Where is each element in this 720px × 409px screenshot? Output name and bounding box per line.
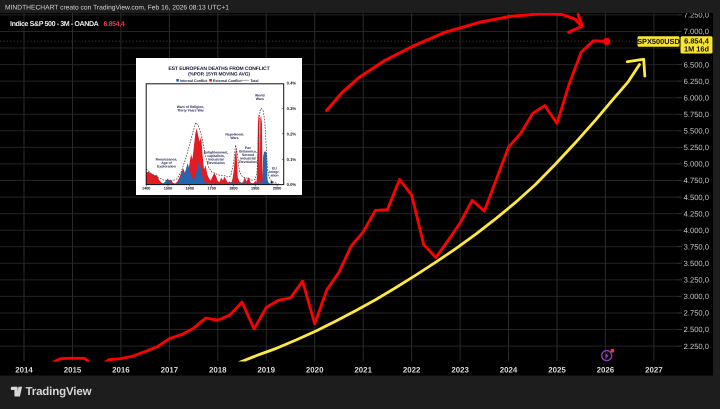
svg-text:Britannica,: Britannica, bbox=[239, 150, 257, 154]
svg-text:Total: Total bbox=[250, 79, 258, 83]
svg-text:5.750,0: 5.750,0 bbox=[684, 110, 709, 119]
svg-text:3.250,0: 3.250,0 bbox=[684, 276, 709, 285]
svg-text:2.750,0: 2.750,0 bbox=[684, 309, 709, 318]
svg-text:External Conflict: External Conflict bbox=[213, 79, 242, 83]
svg-text:Second: Second bbox=[242, 153, 254, 157]
svg-text:Integr-: Integr- bbox=[269, 170, 280, 174]
svg-text:6.250,0: 6.250,0 bbox=[684, 77, 709, 86]
svg-text:1600: 1600 bbox=[186, 186, 194, 190]
svg-text:Napoleonic: Napoleonic bbox=[225, 133, 243, 137]
svg-text:Revolution: Revolution bbox=[239, 160, 257, 164]
svg-text:capitalism,: capitalism, bbox=[207, 154, 225, 158]
svg-text:Renaissance,: Renaissance, bbox=[156, 158, 178, 162]
svg-text:SPX500USD: SPX500USD bbox=[637, 37, 680, 46]
svg-text:Enlightenment,: Enlightenment, bbox=[204, 151, 229, 155]
svg-text:2019: 2019 bbox=[257, 365, 275, 374]
svg-text:Industrial: Industrial bbox=[240, 157, 255, 161]
svg-text:Wars: Wars bbox=[256, 97, 264, 101]
svg-text:Pax: Pax bbox=[245, 146, 251, 150]
svg-text:2015: 2015 bbox=[64, 365, 82, 374]
svg-text:1M 16d: 1M 16d bbox=[684, 45, 710, 54]
svg-text:TradingView: TradingView bbox=[26, 386, 92, 398]
svg-text:World: World bbox=[255, 94, 265, 98]
svg-text:Age of: Age of bbox=[161, 161, 172, 165]
svg-text:7.250,0: 7.250,0 bbox=[684, 11, 709, 20]
svg-text:Internal Conflict: Internal Conflict bbox=[180, 79, 208, 83]
svg-text:2014: 2014 bbox=[15, 365, 33, 374]
svg-text:6.854,4: 6.854,4 bbox=[684, 37, 710, 46]
svg-text:2016: 2016 bbox=[112, 365, 130, 374]
svg-text:5.000,0: 5.000,0 bbox=[684, 160, 709, 169]
svg-text:Indice S&P 500 - 3M - OANDA: Indice S&P 500 - 3M - OANDA bbox=[10, 20, 99, 28]
svg-text:5.250,0: 5.250,0 bbox=[684, 143, 709, 152]
svg-text:0.0%: 0.0% bbox=[287, 182, 297, 187]
svg-text:(%POP, 15YR MOVING AVG): (%POP, 15YR MOVING AVG) bbox=[188, 72, 250, 78]
svg-text:ation: ation bbox=[270, 174, 278, 178]
svg-text:6.500,0: 6.500,0 bbox=[684, 60, 709, 69]
svg-text:2021: 2021 bbox=[354, 365, 372, 374]
svg-text:EST EUROPEAN DEATHS FROM CONFL: EST EUROPEAN DEATHS FROM CONFLICT bbox=[168, 66, 269, 72]
svg-text:4.250,0: 4.250,0 bbox=[684, 209, 709, 218]
svg-text:2025: 2025 bbox=[548, 365, 566, 374]
svg-text:EU: EU bbox=[272, 167, 277, 171]
svg-text:2018: 2018 bbox=[209, 365, 227, 374]
svg-text:2027: 2027 bbox=[645, 365, 663, 374]
svg-text:Industrial: Industrial bbox=[208, 158, 223, 162]
svg-text:2017: 2017 bbox=[161, 365, 179, 374]
svg-text:5.500,0: 5.500,0 bbox=[684, 127, 709, 136]
svg-text:Wars: Wars bbox=[230, 136, 238, 140]
svg-text:2026: 2026 bbox=[597, 365, 615, 374]
svg-text:3.500,0: 3.500,0 bbox=[684, 259, 709, 268]
svg-text:2.250,0: 2.250,0 bbox=[684, 342, 709, 351]
svg-text:4.750,0: 4.750,0 bbox=[684, 176, 709, 185]
svg-text:3.750,0: 3.750,0 bbox=[684, 242, 709, 251]
svg-text:3.000,0: 3.000,0 bbox=[684, 292, 709, 301]
svg-text:0.4%: 0.4% bbox=[287, 81, 297, 86]
svg-text:1400: 1400 bbox=[142, 186, 150, 190]
svg-text:2020: 2020 bbox=[306, 365, 324, 374]
svg-text:1900: 1900 bbox=[251, 186, 259, 190]
svg-text:6.000,0: 6.000,0 bbox=[684, 93, 709, 102]
svg-text:0.2%: 0.2% bbox=[287, 131, 297, 136]
svg-text:2.500,0: 2.500,0 bbox=[684, 325, 709, 334]
svg-text:1700: 1700 bbox=[207, 186, 215, 190]
svg-text:Exploration: Exploration bbox=[157, 165, 176, 169]
svg-text:2022: 2022 bbox=[403, 365, 421, 374]
svg-text:2024: 2024 bbox=[500, 365, 518, 374]
svg-text:Wars of Religion,: Wars of Religion, bbox=[177, 105, 205, 109]
svg-text:7.000,0: 7.000,0 bbox=[684, 27, 709, 36]
svg-text:4.000,0: 4.000,0 bbox=[684, 226, 709, 235]
svg-text:MINDTHECHART creato con Tradin: MINDTHECHART creato con TradingView.com,… bbox=[5, 5, 229, 12]
svg-text:0.1%: 0.1% bbox=[287, 157, 297, 162]
svg-text:2000: 2000 bbox=[273, 186, 281, 190]
svg-text:Revolution: Revolution bbox=[207, 161, 225, 165]
svg-text:Thirty Years War: Thirty Years War bbox=[177, 109, 204, 113]
svg-text:6.854,4: 6.854,4 bbox=[104, 21, 125, 28]
svg-text:0.3%: 0.3% bbox=[287, 106, 297, 111]
svg-text:4.500,0: 4.500,0 bbox=[684, 193, 709, 202]
svg-text:2023: 2023 bbox=[451, 365, 469, 374]
svg-text:1800: 1800 bbox=[229, 186, 237, 190]
svg-text:1500: 1500 bbox=[164, 186, 172, 190]
